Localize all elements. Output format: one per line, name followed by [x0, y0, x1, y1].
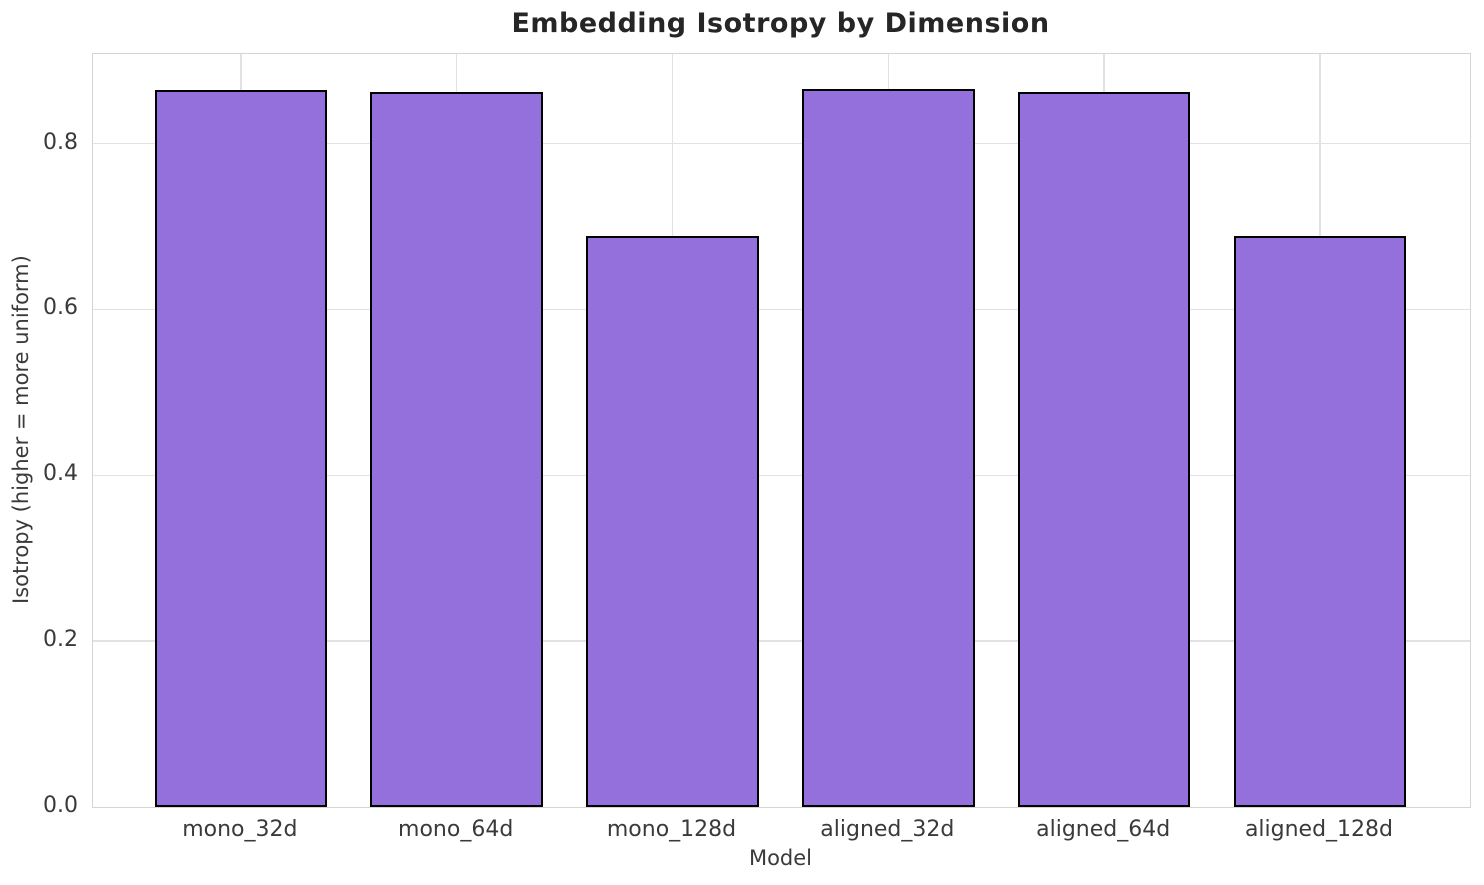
chart-title: Embedding Isotropy by Dimension	[511, 8, 1050, 39]
x-axis-label: Model	[748, 846, 813, 870]
y-axis-label: Isotropy (higher = more uniform)	[9, 255, 33, 604]
x-tick-label-aligned_64d: aligned_64d	[1036, 817, 1171, 842]
y-tick-label-0.6: 0.6	[43, 295, 78, 321]
y-tick-label-0.4: 0.4	[43, 461, 78, 487]
x-tick-label-aligned_128d: aligned_128d	[1244, 817, 1394, 842]
bar-mono_32d	[154, 89, 328, 807]
bar-aligned_32d	[802, 88, 975, 807]
plot-area	[92, 53, 1471, 808]
gridline-y-0.8	[93, 142, 1470, 145]
bar-mono_64d	[370, 92, 543, 807]
x-tick-label-mono_64d: mono_64d	[398, 817, 514, 842]
x-tick-label-mono_32d: mono_32d	[182, 817, 298, 842]
gridline-y-0.2	[93, 640, 1470, 642]
y-axis-tick-labels: 0.0 0.2 0.4 0.6 0.8	[0, 53, 78, 818]
bar-aligned_64d	[1017, 92, 1191, 807]
x-tick-label-aligned_32d: aligned_32d	[820, 817, 955, 842]
x-tick-label-mono_128d: mono_128d	[606, 817, 737, 842]
gridline-y-0.4	[93, 474, 1470, 477]
bar-mono_128d	[586, 236, 759, 807]
x-axis-tick-labels: mono_32d mono_64d mono_128d aligned_32d alig…	[92, 806, 1469, 846]
y-tick-label-0.2: 0.2	[43, 627, 78, 653]
bar-aligned_128d	[1233, 236, 1407, 807]
y-tick-label-0.8: 0.8	[43, 129, 78, 155]
y-tick-label-0.0: 0.0	[43, 793, 78, 818]
gridline-y-0.6	[93, 308, 1470, 311]
